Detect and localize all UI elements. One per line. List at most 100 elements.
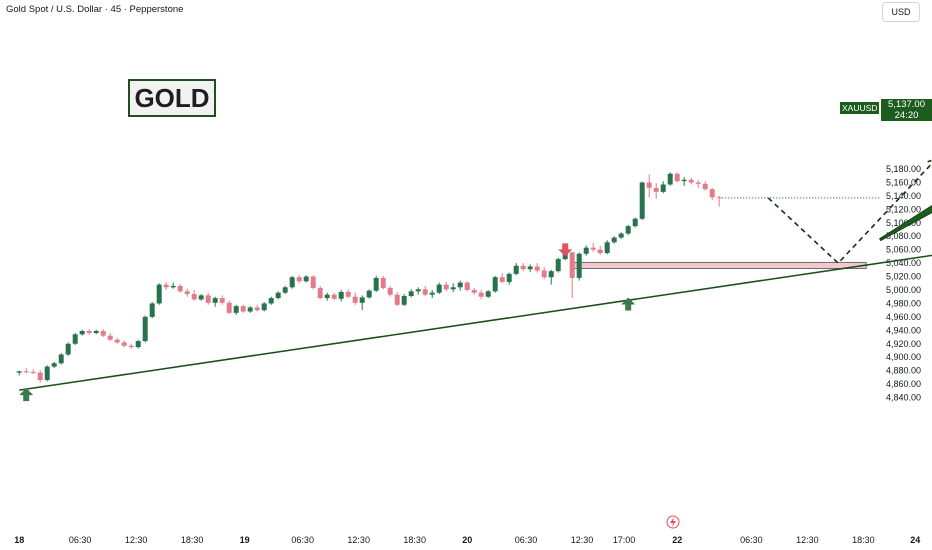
candle-body [142, 316, 148, 342]
last-price-tag: 5,137.00 24:20 [881, 99, 932, 121]
candle-body [709, 189, 715, 198]
candle-body [156, 284, 162, 304]
y-tick-label: 5,100.00 [886, 218, 921, 228]
candle-body [58, 354, 64, 364]
candle-body [338, 292, 344, 299]
candle-body [212, 298, 218, 303]
y-tick-label: 5,140.00 [886, 191, 921, 201]
x-tick-label: 12:30 [571, 535, 594, 545]
candle-body [205, 295, 211, 303]
x-tick-label: 18 [14, 535, 24, 545]
buy-arrow-marker [621, 297, 636, 311]
candle-body [590, 247, 596, 250]
candle-body [464, 282, 470, 290]
bar-countdown: 24:20 [894, 109, 919, 121]
candle-body [373, 277, 379, 291]
candle-body [429, 292, 435, 295]
lightning-icon [666, 515, 680, 529]
candle-body [499, 277, 505, 282]
candle-body [44, 366, 50, 381]
candle-body [198, 295, 204, 300]
x-tick-label: 18:30 [852, 535, 875, 545]
candle-body [527, 266, 533, 270]
trendline [19, 254, 932, 391]
candle-body [37, 372, 43, 381]
currency-selector[interactable]: USD [882, 2, 920, 22]
x-tick-label: 12:30 [125, 535, 148, 545]
candle-body [674, 173, 680, 182]
candle-body [422, 289, 428, 295]
y-tick-label: 5,180.00 [886, 164, 921, 174]
x-tick-label: 06:30 [69, 535, 92, 545]
candle-body [604, 242, 610, 254]
y-tick-label: 5,020.00 [886, 272, 921, 282]
x-tick-label: 24 [910, 535, 920, 545]
symbol-title: Gold Spot / U.S. Dollar · 45 · Peppersto… [6, 4, 184, 15]
resistance-zone [571, 261, 867, 269]
y-tick-label: 5,160.00 [886, 177, 921, 187]
candle-body [86, 330, 92, 334]
candle-body [408, 291, 414, 297]
candle-body [261, 303, 267, 311]
candle-body [660, 184, 666, 192]
candle-body [639, 182, 645, 219]
candle-body [625, 226, 631, 234]
x-tick-label: 18:30 [181, 535, 204, 545]
buy-arrow-marker [19, 388, 34, 402]
gold-label-badge: GOLD [128, 79, 216, 117]
y-tick-label: 4,900.00 [886, 352, 921, 362]
candle-body [16, 371, 22, 373]
candle-body [618, 233, 624, 238]
y-tick-label: 4,840.00 [886, 393, 921, 403]
y-tick-label: 4,960.00 [886, 312, 921, 322]
candle-body [695, 182, 701, 184]
candle-body [443, 284, 449, 290]
candle-body [534, 266, 540, 271]
projection-path [767, 162, 932, 265]
y-tick-label: 5,040.00 [886, 258, 921, 268]
candle-body [149, 303, 155, 317]
candle-body [296, 277, 302, 282]
candle-body [310, 276, 316, 288]
projection-arrowhead [927, 159, 932, 163]
candle-body [275, 292, 281, 299]
candle-body [51, 363, 57, 367]
candle-body [611, 237, 617, 243]
candle-body [478, 292, 484, 297]
candle-body [219, 298, 225, 303]
candle-body [79, 330, 85, 335]
candle-body [576, 253, 582, 278]
candle-body [352, 296, 358, 303]
candle-body [646, 182, 652, 188]
candle-body [359, 297, 365, 303]
last-price-value: 5,137.00 [888, 99, 925, 110]
candle-body [107, 335, 113, 340]
candle-body [387, 287, 393, 295]
candle-body [450, 287, 456, 290]
candle-body [681, 179, 687, 182]
candle-body [268, 298, 274, 304]
candle-body [289, 277, 295, 288]
candle-body [254, 307, 260, 311]
candle-body [520, 265, 526, 270]
candle-body [436, 284, 442, 293]
candle-body [240, 306, 246, 312]
candle-body [513, 265, 519, 274]
y-tick-label: 4,920.00 [886, 339, 921, 349]
candle-body [415, 289, 421, 292]
x-tick-label: 19 [240, 535, 250, 545]
bullish-arrow [879, 204, 932, 242]
candle-body [114, 339, 120, 343]
candle-body [401, 296, 407, 305]
candle-body [170, 285, 176, 288]
candle-body [177, 285, 183, 292]
candle-body [331, 294, 337, 299]
candle-body [569, 252, 575, 278]
x-tick-label: 22 [672, 535, 682, 545]
candle-body [303, 276, 309, 282]
x-tick-label: 12:30 [796, 535, 819, 545]
y-tick-label: 4,880.00 [886, 366, 921, 376]
candle-body [93, 330, 99, 334]
x-tick-label: 17:00 [613, 535, 636, 545]
